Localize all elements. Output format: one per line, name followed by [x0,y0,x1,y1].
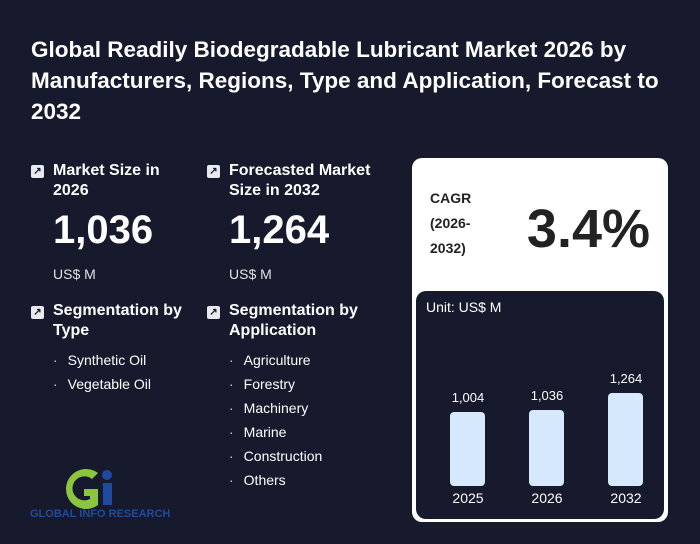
bar-2025 [450,412,485,486]
data-label: 1,036 [530,387,564,403]
cagr-label: CAGR (2026-2032) [430,190,472,256]
forecast-unit: US$ M [229,266,272,282]
forecast-label: Forecasted Market Size in 2032 [229,162,371,199]
data-label: 1,004 [451,390,485,405]
list-item: Machinery [229,396,322,420]
arrow-icon: ↗ [207,165,220,178]
list-item: Construction [229,444,323,468]
x-tick-label: 2026 [531,490,563,506]
market-size-unit: US$ M [53,266,96,282]
list-item: Forestry [229,372,322,396]
svg-text:GLOBAL INFO RESEARCH: GLOBAL INFO RESEARCH [30,508,170,520]
market-size-value: 1,036 [53,208,154,252]
list-item: Others [229,468,322,492]
cagr-value: 3.4% [526,199,650,259]
bar-2032 [608,392,643,486]
list-item: Synthetic Oil [53,348,151,372]
page-title: Global Readily Biodegradable Lubricant M… [31,37,659,124]
forecast-value: 1,264 [229,208,330,252]
bar-2026 [529,409,564,486]
arrow-icon: ↗ [31,165,44,178]
application-list: Agriculture Forestry Machinery Marine Co… [229,348,323,492]
bar-chart: Unit: US$ M 1,004 2025 1,036 2026 1,264 2032 [416,291,664,519]
list-item: Agriculture [229,348,322,372]
unit-label: Unit: US$ M [426,299,502,315]
seg-app-label: Segmentation by Application [229,302,358,339]
seg-type-label: Segmentation by Type [53,302,182,339]
list-item: Marine [229,420,322,444]
x-tick-label: 2032 [610,490,642,506]
arrow-icon: ↗ [31,306,44,319]
market-size-label: Market Size in 2026 [53,162,160,199]
cagr-card: CAGR (2026-2032) 3.4% Unit: US$ M 1,004 2… [412,158,668,522]
list-item: Vegetable Oil [53,372,151,396]
data-label: 1,264 [609,370,643,386]
x-tick-label: 2025 [452,490,484,506]
arrow-icon: ↗ [207,306,220,319]
type-list: Synthetic Oil Vegetable Oil [53,348,151,396]
company-logo: GLOBAL INFO RESEARCH [30,465,175,525]
